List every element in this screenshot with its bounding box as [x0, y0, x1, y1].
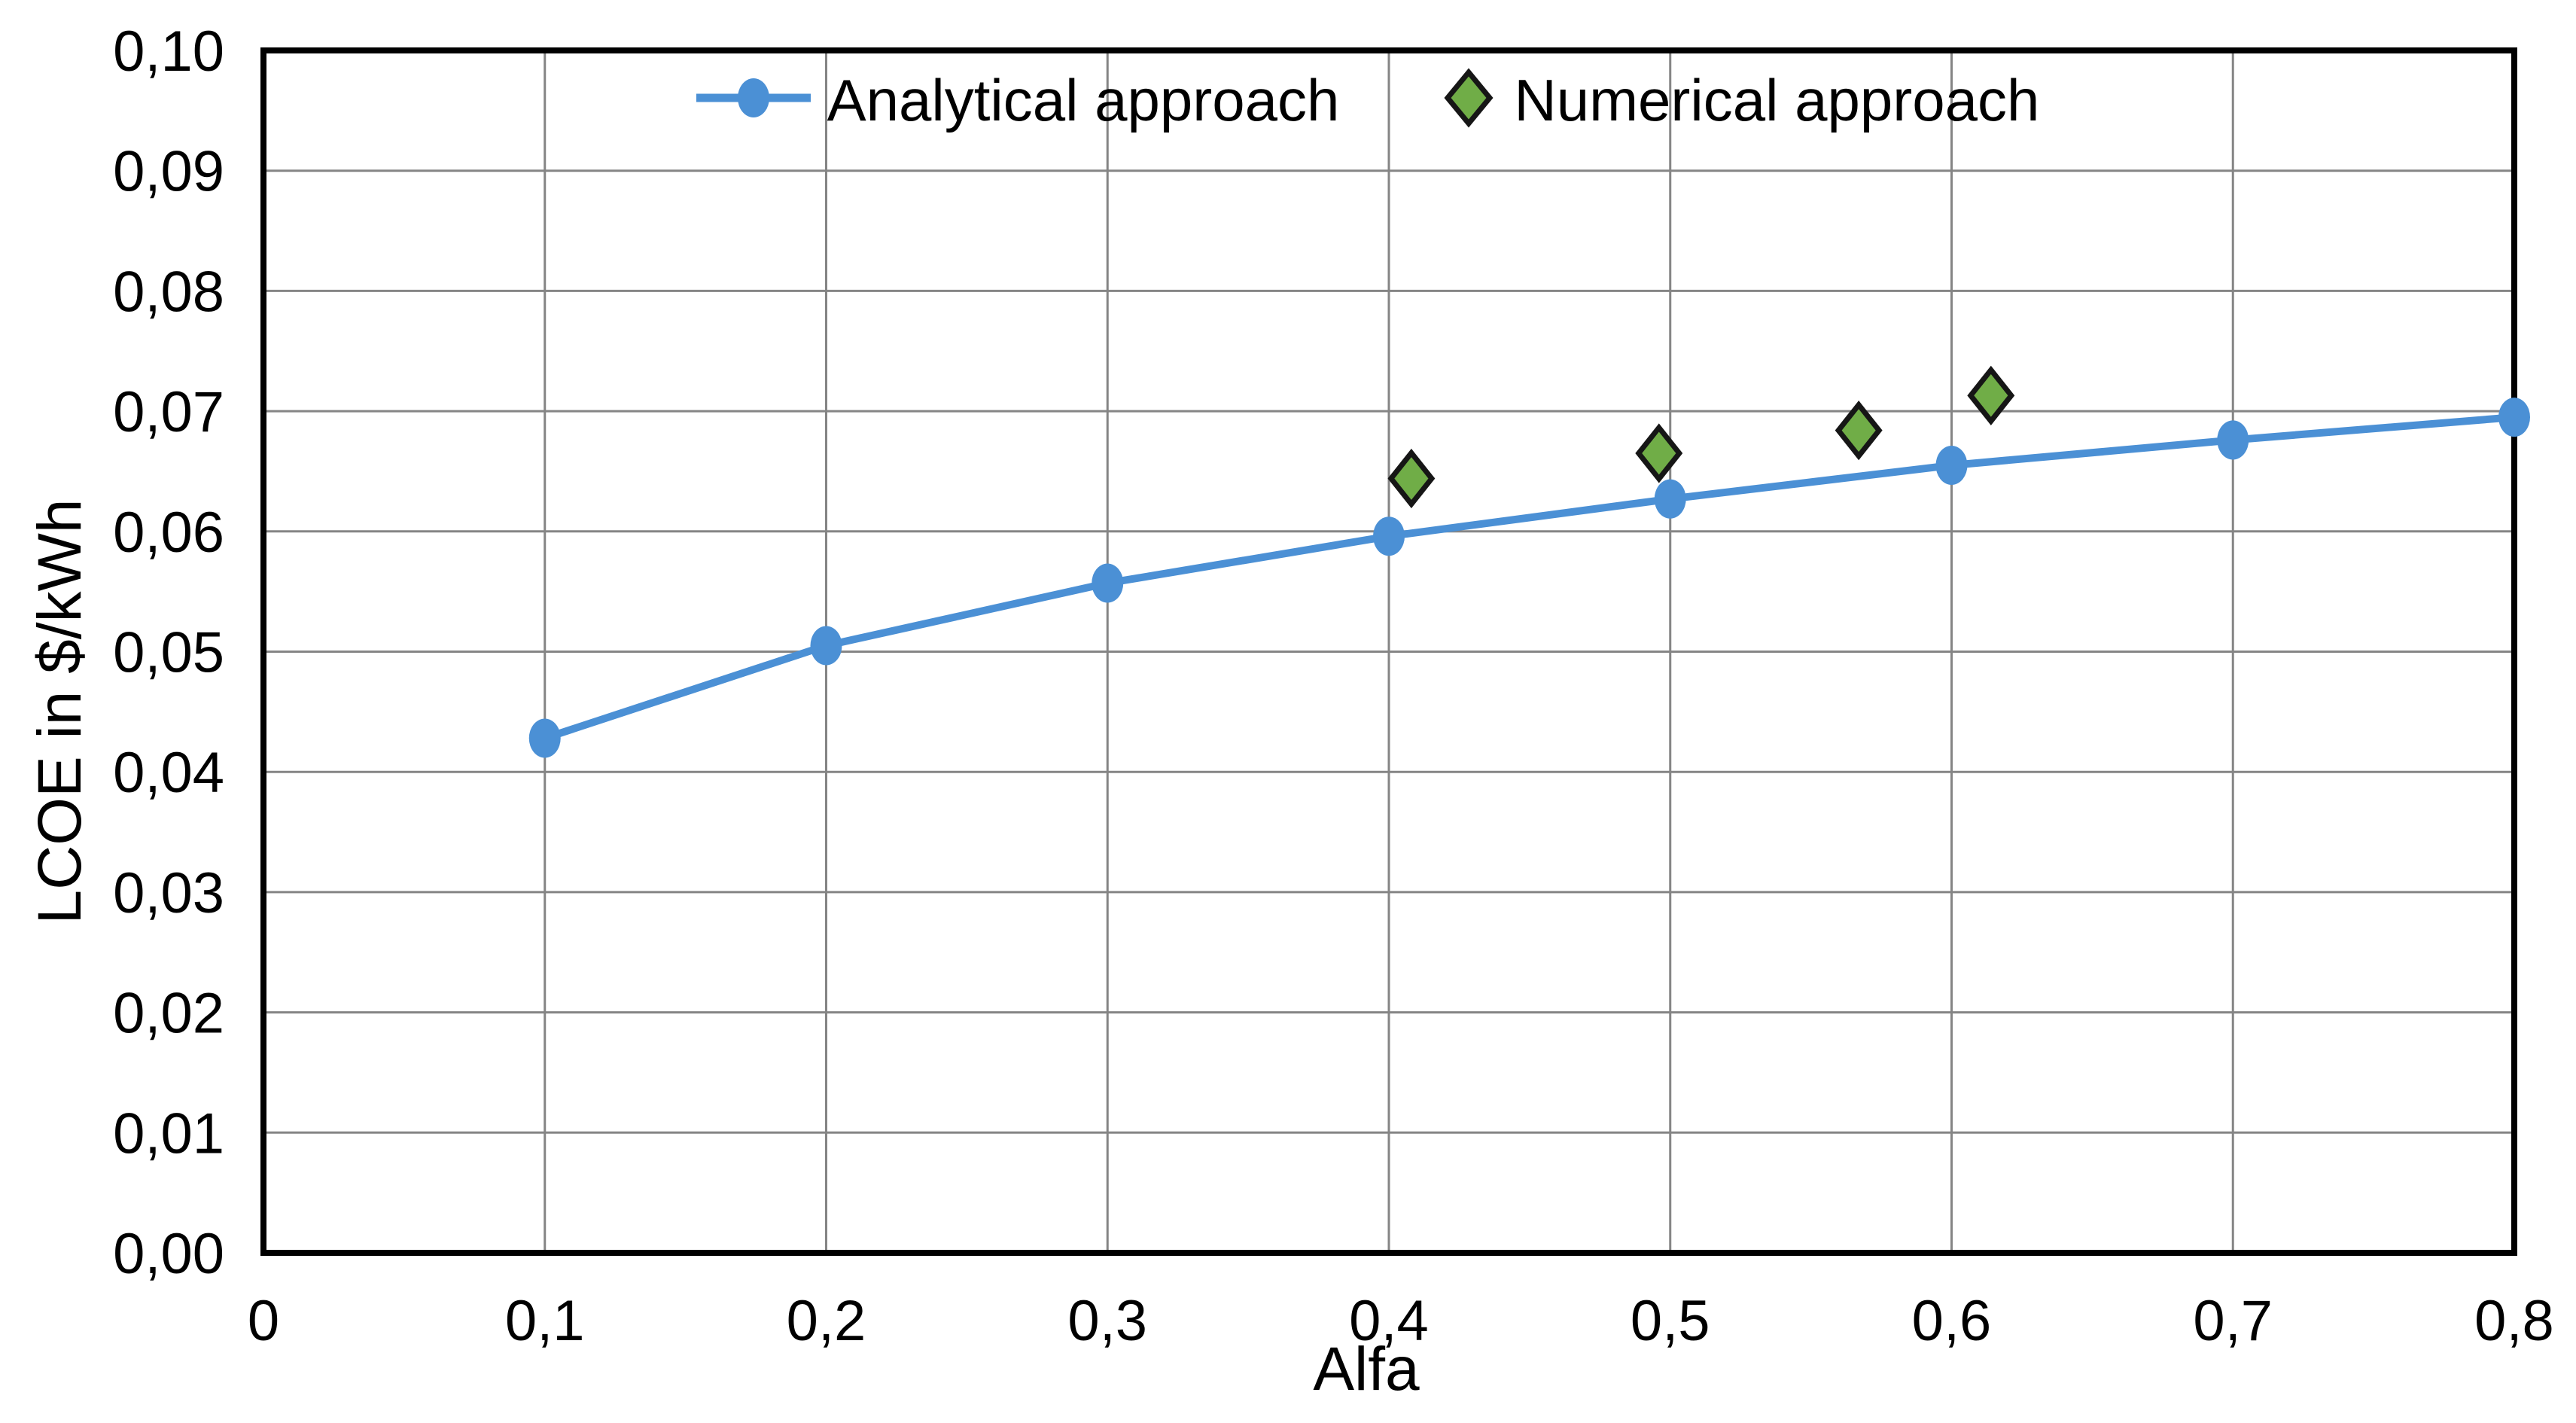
x-tick-label: 0,7 — [2193, 1289, 2273, 1353]
x-tick-label: 0,2 — [787, 1289, 866, 1353]
series-0-marker — [1935, 445, 1968, 485]
y-tick-label: 0,03 — [113, 861, 224, 925]
y-tick-label: 0,00 — [113, 1222, 224, 1286]
x-tick-label: 0,1 — [505, 1289, 585, 1353]
y-tick-label: 0,04 — [113, 741, 224, 805]
x-tick-label: 0,3 — [1067, 1289, 1147, 1353]
x-tick-label: 0,4 — [1349, 1289, 1429, 1353]
y-tick-label: 0,05 — [113, 621, 224, 685]
series-1-marker — [1635, 423, 1683, 483]
y-axis-title: LCOE in $/kWh — [26, 498, 94, 925]
x-tick-label: 0 — [248, 1289, 279, 1353]
plot-border — [260, 47, 2517, 1256]
y-tick-label: 0,10 — [113, 20, 224, 84]
series-1-marker — [1387, 448, 1436, 509]
y-tick-label: 0,08 — [113, 260, 224, 324]
x-tick-label: 0,5 — [1631, 1289, 1710, 1353]
x-tick-label: 0,6 — [1912, 1289, 1992, 1353]
series-0-marker — [1654, 479, 1686, 519]
series-0-marker — [1092, 563, 1124, 603]
series-0-marker — [810, 626, 842, 666]
series-line-0 — [540, 413, 2518, 742]
series-0-marker — [528, 718, 561, 758]
y-tick-label: 0,09 — [113, 140, 224, 204]
series-0-marker — [2498, 398, 2530, 437]
series-0-marker — [2217, 420, 2249, 460]
series-0-marker — [1373, 516, 1405, 556]
y-tick-label: 0,02 — [113, 982, 224, 1046]
y-tick-label: 0,07 — [113, 380, 224, 444]
series-1-marker — [1835, 401, 1883, 461]
y-tick-label: 0,01 — [113, 1102, 224, 1166]
x-tick-label: 0,8 — [2474, 1289, 2554, 1353]
y-tick-label: 0,06 — [113, 501, 224, 565]
x-axis-title: Alfa — [1313, 1335, 1420, 1403]
series-1-marker — [1967, 365, 2015, 425]
